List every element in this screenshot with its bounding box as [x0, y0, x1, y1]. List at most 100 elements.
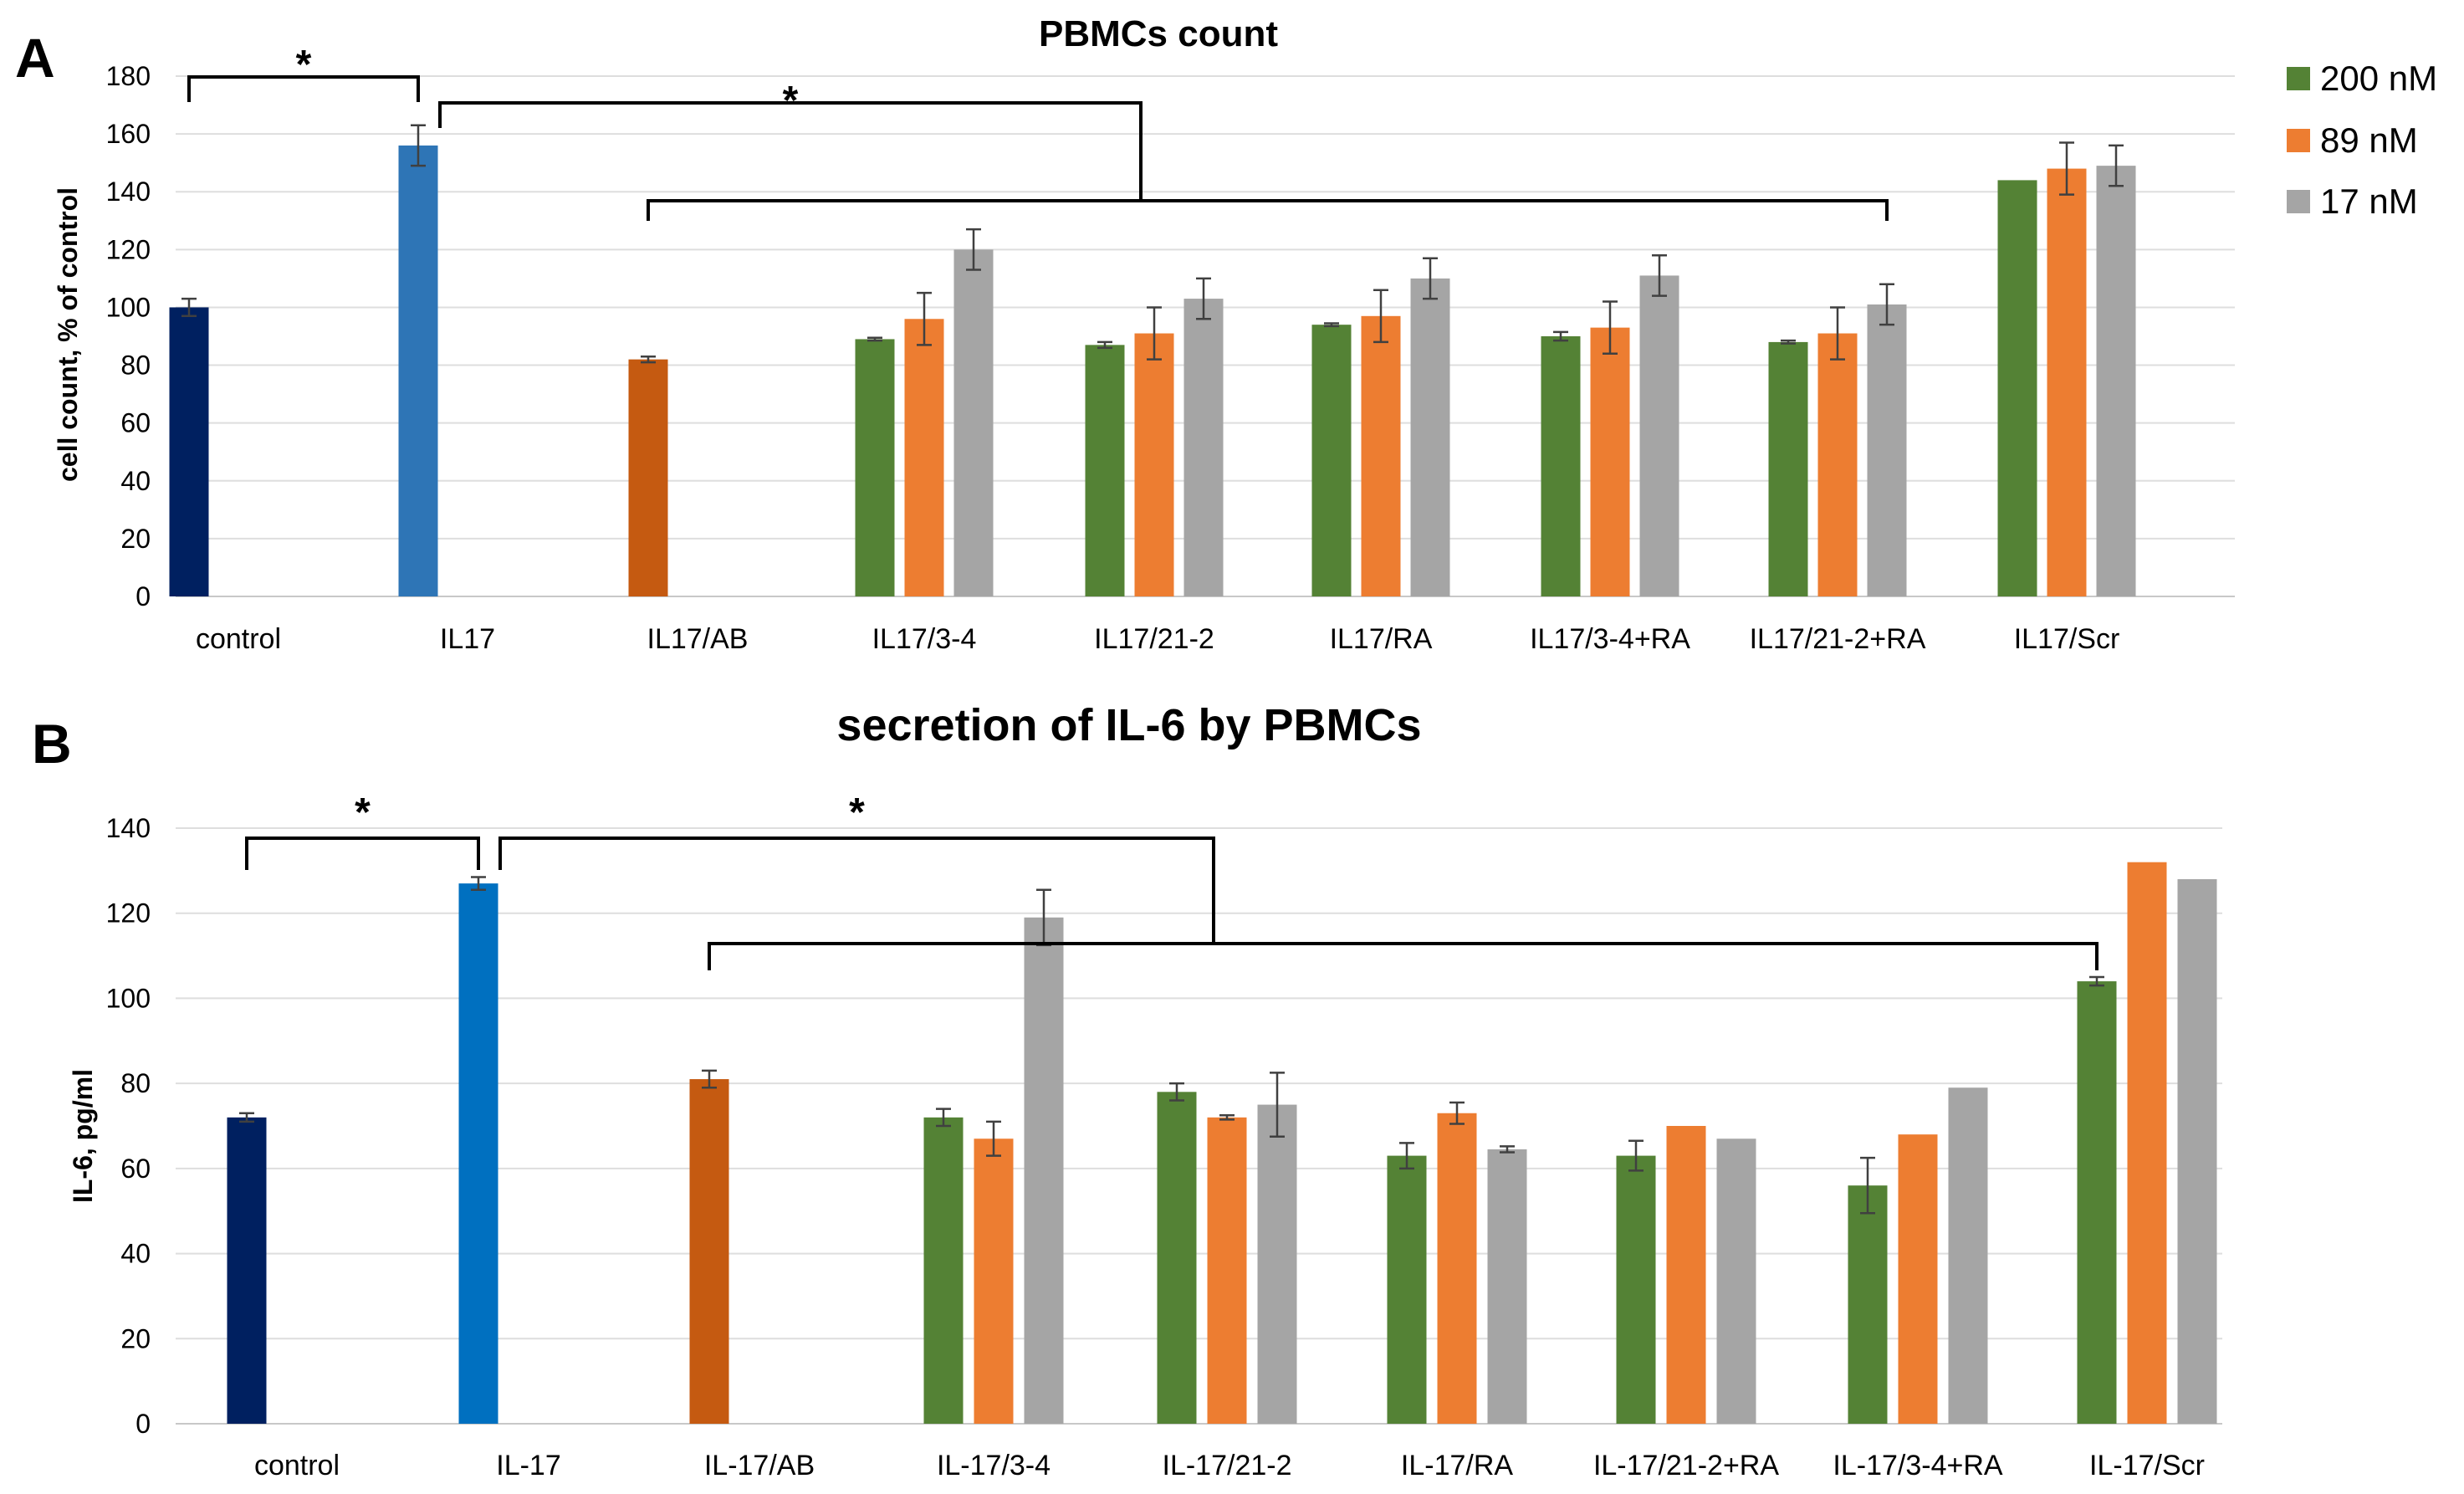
- error-bar-a-il17-3-4-17-nm: [966, 228, 981, 271]
- ytick-label-a-40: 40: [120, 466, 151, 496]
- bar-a-il17-21-2-ra-89-nm: [1817, 333, 1858, 596]
- comparison-bracket-b-1: [708, 942, 2098, 970]
- error-bar-b-il-17-3-4-ra-200-nm: [1860, 1156, 1875, 1215]
- chart-b-yticks: 0 20 40 60 80 100 120 140: [106, 813, 151, 1439]
- legend-label-89nm: 89 nM: [2320, 120, 2418, 160]
- chart-b-bars: [227, 862, 2217, 1424]
- bar-a-il17-ra-17-nm: [1410, 278, 1450, 596]
- error-bar-a-il17-ra-17-nm: [1423, 257, 1438, 300]
- xtick-label-b-control: control: [254, 1450, 340, 1481]
- bar-a-il17-3-4-ra-17-nm: [1639, 275, 1679, 596]
- ytick-label-a-180: 180: [106, 61, 151, 91]
- ytick-label-b-20: 20: [120, 1323, 151, 1353]
- significance-star-a-2: *: [783, 79, 799, 123]
- bar-b-il-17-3-4-17-nm: [1024, 917, 1064, 1424]
- bar-a-il17-3-4-200-nm: [855, 339, 895, 596]
- chart-a-significance: **: [187, 43, 1889, 221]
- bar-b-il-17-3-4-ra-89-nm: [1898, 1134, 1938, 1424]
- bar-b-control: [227, 1117, 267, 1424]
- error-bar-a-il17-21-2-ra-17-nm: [1879, 283, 1894, 326]
- bar-b-il-17-21-2-ra-89-nm: [1666, 1126, 1706, 1424]
- bar-b-il-17-ra-200-nm: [1387, 1155, 1427, 1424]
- chart-a-bars: [169, 145, 2136, 597]
- error-bar-a-il17-3-4-200-nm: [867, 336, 882, 342]
- error-bar-b-il-17-ra-89-nm: [1449, 1101, 1465, 1125]
- bar-a-il17-ra-89-nm: [1361, 315, 1401, 596]
- ytick-label-b-60: 60: [120, 1154, 151, 1184]
- bar-a-il17-scr-17-nm: [2096, 166, 2136, 597]
- legend-swatch-89nm: [2287, 129, 2310, 152]
- error-bar-a-il17-21-2-89-nm: [1147, 306, 1162, 361]
- bar-b-il-17-21-2-17-nm: [1257, 1104, 1297, 1424]
- bar-a-il17-scr-89-nm: [2047, 168, 2087, 597]
- ytick-label-b-140: 140: [106, 813, 151, 843]
- error-bar-b-il-17-3-4-200-nm: [936, 1108, 951, 1128]
- bar-a-il17-21-2-ra-17-nm: [1867, 304, 1907, 596]
- xtick-label-b-il-17-21-2-ra: IL-17/21-2+RA: [1593, 1450, 1779, 1481]
- bar-a-il17-21-2-ra-200-nm: [1768, 341, 1808, 596]
- legend-swatch-17nm: [2287, 190, 2310, 213]
- error-bar-b-il-17-21-2-17-nm: [1270, 1072, 1285, 1138]
- xtick-label-a-il17-3-4-ra: IL17/3-4+RA: [1530, 623, 1690, 655]
- ytick-label-a-100: 100: [106, 292, 151, 322]
- ytick-label-a-160: 160: [106, 119, 151, 149]
- ytick-label-b-0: 0: [135, 1409, 151, 1439]
- ytick-label-a-140: 140: [106, 177, 151, 207]
- bar-a-il17-3-4-89-nm: [904, 319, 944, 596]
- significance-bracket-b-1: [245, 837, 480, 870]
- ytick-label-b-80: 80: [120, 1068, 151, 1098]
- error-bar-a-il17-3-4-ra-200-nm: [1553, 330, 1568, 342]
- legend-label-17nm: 17 nM: [2320, 182, 2418, 221]
- panel-b-letter: B: [32, 713, 72, 775]
- chart-a-error-bars: [181, 124, 2124, 364]
- chart-a-ylabel: cell count, % of control: [53, 187, 83, 482]
- bar-b-il-17-ra-89-nm: [1437, 1113, 1477, 1424]
- xtick-label-b-il-17-ra: IL-17/RA: [1401, 1450, 1513, 1481]
- xtick-label-a-il17-ab: IL17/AB: [647, 623, 749, 655]
- xtick-label-a-control: control: [196, 623, 281, 655]
- error-bar-a-il17-ab-single: [641, 355, 656, 364]
- chart-a: PBMCs count cell count, % of control 0 20…: [53, 13, 2235, 655]
- bar-b-il-17-ra-17-nm: [1487, 1149, 1527, 1424]
- significance-star-b-1: *: [355, 790, 371, 835]
- bar-b-il-17-3-4-ra-200-nm: [1848, 1185, 1888, 1424]
- xtick-label-a-il17: IL17: [440, 623, 495, 655]
- xtick-label-a-il17-21-2: IL17/21-2: [1094, 623, 1214, 655]
- error-bar-b-control-single: [239, 1112, 254, 1123]
- error-bar-a-il17-21-2-200-nm: [1097, 340, 1112, 350]
- error-bar-a-il17-scr-89-nm: [2059, 141, 2074, 196]
- xtick-label-a-il17-3-4: IL17/3-4: [872, 623, 977, 655]
- error-bar-b-il-17-ra-17-nm: [1500, 1145, 1515, 1154]
- ytick-label-a-80: 80: [120, 350, 151, 381]
- error-bar-b-il-17-21-2-ra-200-nm: [1628, 1139, 1644, 1172]
- error-bar-b-il-17-21-2-200-nm: [1169, 1082, 1184, 1102]
- error-bar-a-il17-21-2-ra-200-nm: [1781, 339, 1796, 345]
- chart-b-title: secretion of IL-6 by PBMCs: [836, 700, 1421, 750]
- bar-b-il-17-3-4-89-nm: [974, 1138, 1014, 1424]
- error-bar-b-il-17-single: [471, 876, 486, 891]
- bar-a-control: [169, 307, 209, 596]
- significance-bracket-a-1: [187, 75, 420, 102]
- xtick-label-a-il17-21-2-ra: IL17/21-2+RA: [1750, 623, 1926, 655]
- chart-a-xlabels: control IL17 IL17/AB IL17/3-4 IL17/21-2 IL17/…: [196, 623, 2119, 655]
- significance-star-b-2: *: [849, 790, 865, 835]
- chart-b: secretion of IL-6 by PBMCs IL-6, pg/ml 0…: [68, 700, 2222, 1481]
- bar-a-il17-21-2-17-nm: [1183, 299, 1224, 596]
- ytick-label-a-60: 60: [120, 408, 151, 438]
- ytick-label-b-100: 100: [106, 983, 151, 1013]
- error-bar-a-il17-3-4-ra-17-nm: [1652, 253, 1667, 297]
- significance-bracket-b-2: [498, 837, 1215, 870]
- bar-a-il17: [398, 145, 438, 596]
- significance-star-a-1: *: [296, 43, 312, 87]
- chart-b-ylabel: IL-6, pg/ml: [68, 1069, 98, 1203]
- error-bar-b-il-17-ab-single: [702, 1069, 717, 1089]
- ytick-label-a-0: 0: [135, 581, 151, 611]
- error-bar-b-il-17-ra-200-nm: [1399, 1142, 1414, 1170]
- bar-b-il-17-21-2-ra-200-nm: [1616, 1155, 1656, 1424]
- legend: 200 nM 89 nM 17 nM: [2287, 59, 2437, 221]
- error-bar-a-il17-3-4-ra-89-nm: [1603, 300, 1618, 355]
- bar-a-il17-3-4-17-nm: [953, 249, 994, 596]
- bar-b-il-17-3-4-200-nm: [923, 1117, 964, 1424]
- bar-a-il17-scr-200-nm: [1997, 180, 2037, 596]
